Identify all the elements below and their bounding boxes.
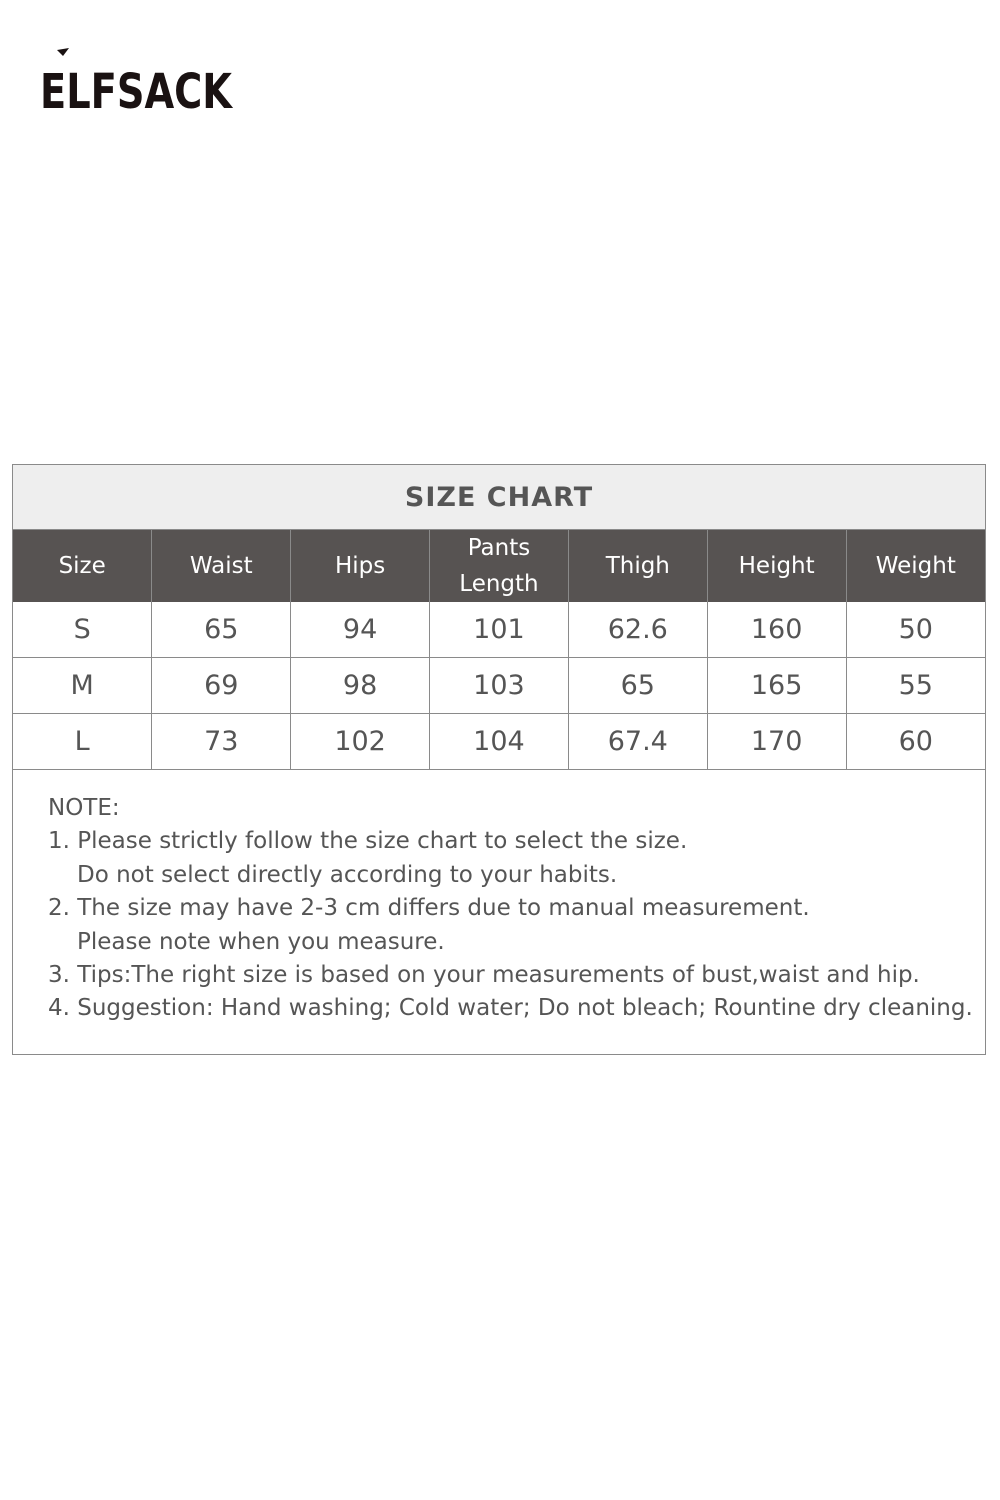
header-thigh: Thigh: [568, 530, 708, 602]
note-line: 3. Tips:The right size is based on your …: [48, 962, 920, 989]
table-cell: 170: [707, 713, 847, 770]
header-size: Size: [13, 530, 153, 602]
size-chart: SIZE CHART Size Waist Hips Pants Length …: [12, 464, 986, 1055]
table-cell: 101: [429, 602, 569, 658]
header-weight: Weight: [846, 530, 985, 602]
table-cell: 98: [290, 657, 431, 714]
table-cell: 62.6: [568, 602, 708, 658]
size-table: Size Waist Hips Pants Length Thigh Heigh…: [13, 530, 985, 770]
table-cell: 104: [429, 713, 569, 770]
notes: NOTE: 1. Please strictly follow the size…: [13, 770, 985, 1026]
header-height: Height: [707, 530, 847, 602]
notes-heading: NOTE:: [48, 795, 120, 821]
table-cell: 65: [151, 602, 292, 658]
note-line: 1. Please strictly follow the size chart…: [48, 828, 688, 855]
table-cell: M: [13, 657, 153, 714]
table-cell: 50: [846, 602, 985, 658]
table-row: L 73 102 104 67.4 170 60: [13, 713, 985, 770]
header-hips: Hips: [290, 530, 431, 602]
table-row: M 69 98 103 65 165 55: [13, 657, 985, 714]
note-line: 4. Suggestion: Hand washing; Cold water;…: [48, 995, 973, 1022]
table-cell: 69: [151, 657, 292, 714]
table-cell: 60: [846, 713, 985, 770]
table-cell: L: [13, 713, 153, 770]
note-line: Do not select directly according to your…: [77, 861, 618, 888]
table-cell: 102: [290, 713, 431, 770]
header-row: Size Waist Hips Pants Length Thigh Heigh…: [13, 530, 985, 602]
elfsack-logo: ELFSACK: [40, 48, 233, 114]
logo-text: ELFSACK: [40, 64, 233, 114]
table-cell: 73: [151, 713, 292, 770]
note-line: Please note when you measure.: [77, 928, 445, 955]
logo-heart-icon: [57, 48, 69, 56]
table-cell: 67.4: [568, 713, 708, 770]
header-waist: Waist: [151, 530, 292, 602]
note-line: 2. The size may have 2-3 cm differs due …: [48, 895, 810, 922]
table-cell: 103: [429, 657, 569, 714]
table-cell: S: [13, 602, 153, 658]
table-cell: 165: [707, 657, 847, 714]
size-chart-title: SIZE CHART: [13, 465, 985, 530]
table-cell: 160: [707, 602, 847, 658]
table-cell: 94: [290, 602, 431, 658]
table-row: S 65 94 101 62.6 160 50: [13, 602, 985, 658]
table-cell: 55: [846, 657, 985, 714]
header-pants-length-label: Pants Length: [459, 535, 539, 597]
header-pants-length: Pants Length: [429, 530, 569, 602]
table-cell: 65: [568, 657, 708, 714]
